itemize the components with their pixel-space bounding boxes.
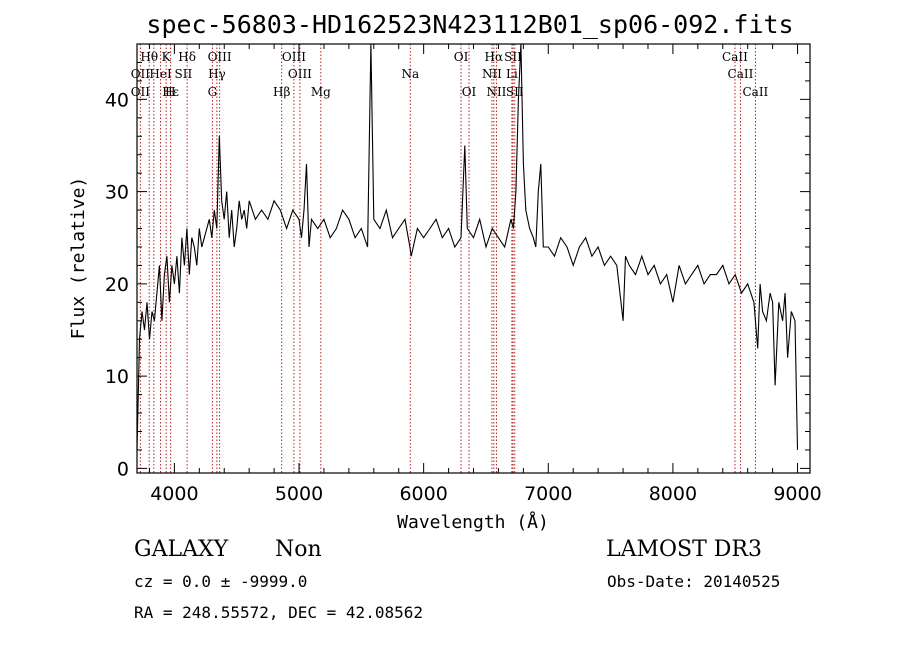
marker-label: OII — [131, 67, 151, 81]
survey-name: LAMOST DR3 — [606, 537, 762, 562]
marker-label: Hβ — [273, 85, 290, 99]
marker-label: SII — [175, 67, 193, 81]
marker-label: Na — [401, 67, 419, 81]
x-axis-label: Wavelength (Å) — [397, 511, 549, 533]
observation-date: Obs-Date: 20140525 — [607, 572, 781, 591]
x-tick-label: 7000 — [524, 483, 572, 505]
chart-title: spec-56803-HD162523N423112B01_sp06-092.f… — [146, 10, 793, 39]
emission-line-labels: OII OII Hθ HeI Hε K H Hδ SII OIII Hγ G OIII OIII Hβ Mg N… — [131, 50, 769, 99]
marker-label: Hα — [485, 50, 504, 64]
marker-label: H — [165, 85, 175, 99]
x-axis-ticks: 4000 5000 6000 7000 8000 9000 — [148, 44, 822, 505]
marker-label: Mg — [311, 85, 331, 99]
marker-label: HeI — [149, 67, 172, 81]
marker-label: Hδ — [178, 50, 196, 64]
marker-label: Li — [506, 67, 518, 81]
marker-label: SII — [504, 50, 522, 64]
marker-label: CaII — [728, 67, 754, 81]
coordinates: RA = 248.55572, DEC = 42.08562 — [134, 603, 423, 622]
redshift-cz: cz = 0.0 ± -9999.0 — [134, 572, 308, 591]
y-tick-label: 0 — [117, 458, 129, 480]
object-subclass: Non — [275, 537, 322, 562]
spectrum-line — [136, 43, 799, 450]
marker-label: K — [162, 50, 172, 64]
y-tick-label: 10 — [105, 366, 129, 388]
marker-label: SII — [506, 85, 524, 99]
emission-line-markers — [139, 44, 756, 473]
marker-label: Hθ — [140, 50, 158, 64]
x-tick-label: 8000 — [649, 483, 697, 505]
x-tick-label: 4000 — [150, 483, 198, 505]
marker-label: CaII — [722, 50, 748, 64]
marker-label: OI — [454, 50, 469, 64]
marker-label: OI — [462, 85, 477, 99]
object-class: GALAXY — [134, 537, 229, 562]
marker-label: G — [208, 85, 218, 99]
marker-label: CaII — [742, 85, 768, 99]
x-tick-label: 9000 — [773, 483, 821, 505]
y-axis-label: Flux (relative) — [68, 177, 89, 340]
marker-label: NII — [486, 85, 506, 99]
y-tick-label: 30 — [105, 182, 129, 204]
plot-frame — [136, 43, 811, 474]
x-tick-label: 5000 — [275, 483, 323, 505]
marker-label: OIII — [208, 50, 232, 64]
x-tick-label: 6000 — [399, 483, 447, 505]
y-axis-ticks: 0 10 20 30 40 — [105, 43, 810, 480]
marker-label: Hγ — [208, 67, 226, 81]
y-tick-label: 40 — [105, 89, 129, 111]
marker-label: OIII — [282, 50, 306, 64]
marker-label: Hε — [162, 85, 179, 99]
y-tick-label: 20 — [105, 274, 129, 296]
marker-label: OIII — [288, 67, 312, 81]
marker-label: OII — [131, 85, 151, 99]
marker-label: NII — [482, 67, 502, 81]
